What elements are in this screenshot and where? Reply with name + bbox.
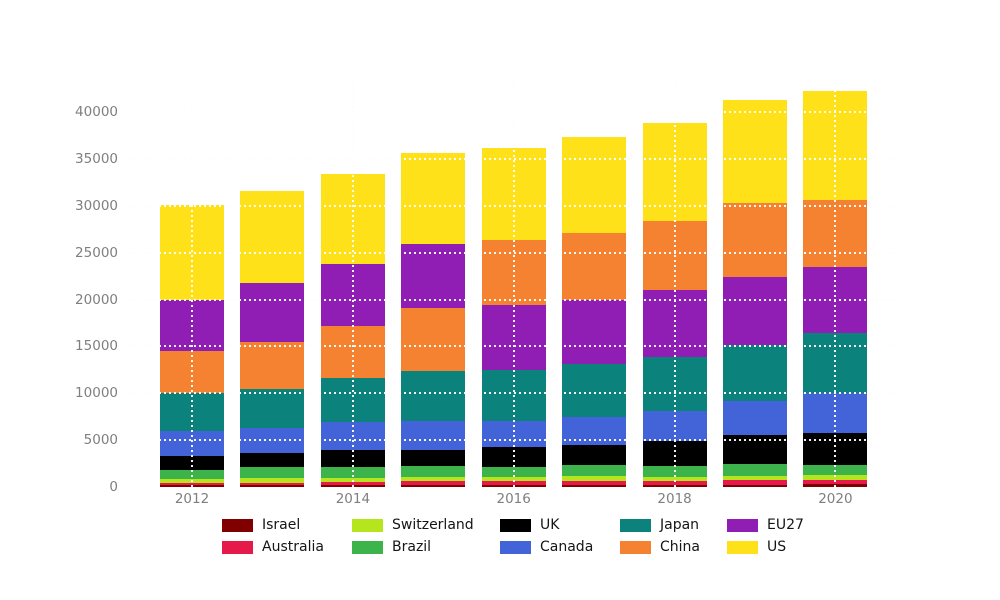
bar-segment-2013-australia bbox=[240, 482, 305, 486]
bar-segment-2013-japan bbox=[240, 389, 305, 428]
legend-swatch-uk bbox=[500, 519, 531, 532]
legend-label-brazil: Brazil bbox=[392, 539, 432, 555]
bar-segment-2019-australia bbox=[723, 480, 787, 485]
bar-segment-2015-japan bbox=[401, 370, 466, 421]
bar-segment-2017-japan bbox=[562, 364, 627, 418]
y-tick-label-15000: 15000 bbox=[75, 338, 118, 355]
v-gridline-2020 bbox=[834, 80, 837, 487]
bar-segment-2017-us bbox=[562, 137, 627, 234]
x-tick-label-2012: 2012 bbox=[174, 491, 210, 507]
x-tick-label-2014: 2014 bbox=[335, 491, 371, 507]
h-gridline-30000 bbox=[124, 204, 897, 207]
legend-swatch-brazil bbox=[352, 541, 383, 554]
legend-label-eu27: EU27 bbox=[767, 517, 804, 533]
legend-item-japan: Japan bbox=[620, 518, 699, 533]
legend-item-australia: Australia bbox=[222, 540, 324, 555]
y-tick-label-40000: 40000 bbox=[75, 104, 118, 121]
h-gridline-25000 bbox=[124, 251, 897, 254]
legend-swatch-israel bbox=[222, 519, 253, 532]
bar-segment-2017-australia bbox=[562, 480, 627, 486]
h-gridline-10000 bbox=[124, 392, 897, 395]
bar-segment-2019-china bbox=[723, 202, 787, 278]
y-tick-label-25000: 25000 bbox=[75, 244, 118, 261]
x-tick-label-2018: 2018 bbox=[657, 491, 692, 507]
bar-segment-2013-brazil bbox=[240, 466, 305, 479]
bar-segment-2015-eu27 bbox=[401, 244, 466, 308]
bar-segment-2017-israel bbox=[562, 485, 627, 487]
legend-item-switzerland: Switzerland bbox=[352, 518, 474, 533]
legend-swatch-japan bbox=[620, 519, 651, 532]
v-gridline-2018 bbox=[673, 80, 676, 487]
bar-segment-2019-brazil bbox=[723, 464, 787, 476]
legend-label-uk: UK bbox=[540, 517, 560, 533]
bar-segment-2019-us bbox=[723, 100, 787, 203]
legend-label-us: US bbox=[767, 539, 787, 555]
v-gridline-2016 bbox=[512, 80, 515, 487]
bar-segment-2013-switzerland bbox=[240, 478, 305, 483]
bar-2019 bbox=[723, 100, 787, 487]
v-gridline-2014 bbox=[351, 80, 354, 487]
bar-2015 bbox=[401, 153, 466, 487]
h-gridline-40000 bbox=[124, 111, 897, 114]
bar-segment-2019-japan bbox=[723, 344, 787, 402]
bar-segment-2017-brazil bbox=[562, 464, 627, 477]
v-gridline-2012 bbox=[191, 80, 193, 487]
bar-segment-2017-eu27 bbox=[562, 300, 627, 365]
legend-swatch-australia bbox=[222, 541, 253, 554]
legend-label-china: China bbox=[660, 539, 700, 555]
bar-segment-2015-brazil bbox=[401, 466, 466, 477]
bar-segment-2013-uk bbox=[240, 452, 305, 467]
legend-label-israel: Israel bbox=[262, 517, 301, 533]
h-gridline-20000 bbox=[124, 298, 897, 301]
bar-segment-2017-china bbox=[562, 233, 627, 300]
y-tick-label-0: 0 bbox=[109, 478, 118, 495]
legend-item-china: China bbox=[620, 540, 700, 555]
bar-segment-2015-switzerland bbox=[401, 476, 466, 482]
bar-segment-2013-eu27 bbox=[240, 283, 305, 342]
legend-item-brazil: Brazil bbox=[352, 540, 431, 555]
legend-label-switzerland: Switzerland bbox=[392, 517, 474, 533]
legend-label-canada: Canada bbox=[540, 539, 594, 555]
y-tick-label-30000: 30000 bbox=[75, 197, 118, 214]
bar-segment-2015-uk bbox=[401, 449, 466, 467]
bar-segment-2019-israel bbox=[723, 484, 787, 487]
bar-2013 bbox=[240, 191, 305, 487]
legend-item-us: US bbox=[727, 540, 786, 555]
bar-segment-2015-canada bbox=[401, 420, 466, 450]
legend-label-australia: Australia bbox=[262, 539, 324, 555]
legend-swatch-eu27 bbox=[727, 519, 758, 532]
bar-2017 bbox=[562, 137, 627, 487]
legend-item-uk: UK bbox=[500, 518, 559, 533]
x-tick-label-2020: 2020 bbox=[818, 491, 853, 507]
bar-segment-2019-eu27 bbox=[723, 277, 787, 345]
y-tick-label-10000: 10000 bbox=[75, 385, 118, 402]
y-tick-label-20000: 20000 bbox=[75, 291, 118, 308]
bar-segment-2017-canada bbox=[562, 417, 627, 446]
bar-segment-2019-canada bbox=[723, 401, 787, 436]
bar-segment-2017-uk bbox=[562, 445, 627, 465]
h-gridline-35000 bbox=[124, 158, 897, 161]
bar-segment-2015-china bbox=[401, 307, 466, 371]
bar-segment-2013-china bbox=[240, 341, 305, 390]
legend-label-japan: Japan bbox=[660, 517, 700, 533]
h-gridline-15000 bbox=[124, 345, 897, 348]
bar-segment-2015-israel bbox=[401, 485, 466, 487]
legend-swatch-canada bbox=[500, 541, 531, 554]
bar-segment-2015-australia bbox=[401, 481, 466, 486]
bar-segment-2013-israel bbox=[240, 485, 305, 487]
legend-swatch-switzerland bbox=[352, 519, 383, 532]
x-tick-label-2016: 2016 bbox=[496, 491, 531, 507]
y-tick-label-35000: 35000 bbox=[75, 151, 118, 168]
y-tick-label-5000: 5000 bbox=[83, 432, 118, 448]
legend-swatch-china bbox=[620, 541, 651, 554]
h-gridline-5000 bbox=[124, 439, 897, 441]
bar-segment-2015-us bbox=[401, 153, 466, 245]
legend-item-eu27: EU27 bbox=[727, 518, 804, 533]
legend-swatch-us bbox=[727, 541, 758, 554]
legend-item-israel: Israel bbox=[222, 518, 300, 533]
bar-segment-2019-switzerland bbox=[723, 475, 787, 481]
legend-item-canada: Canada bbox=[500, 540, 593, 555]
bar-segment-2017-switzerland bbox=[562, 476, 627, 481]
